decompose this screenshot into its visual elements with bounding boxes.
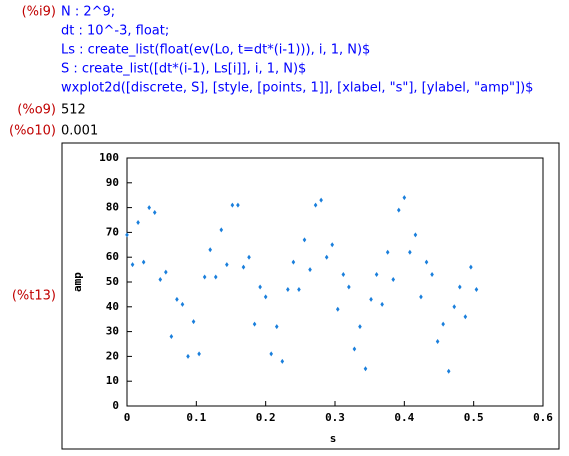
point [141,259,146,265]
point [147,205,151,211]
code-line: wxplot2d([discrete, S], [style, [points,… [61,81,533,96]
point [202,274,207,280]
point [280,358,285,364]
x-tick-label: 0.5 [464,411,484,424]
point [402,195,407,201]
y-tick-label: 0 [112,399,119,412]
point [186,353,190,359]
point [458,284,462,290]
point [191,319,196,325]
point [252,321,257,327]
y-tick-label: 60 [106,250,119,263]
output: 0.001 [61,124,98,139]
x-tick-label: 0.6 [533,411,553,424]
point [274,324,279,330]
point [441,321,445,327]
y-tick-label: 80 [106,201,119,214]
point [335,306,340,312]
point [408,249,412,255]
y-tick-label: 10 [106,374,119,387]
point [169,334,174,340]
point [430,272,434,278]
point [175,296,179,302]
y-tick-label: 100 [99,151,119,164]
point [164,269,168,275]
point [247,254,251,260]
point [180,301,185,307]
point [469,264,473,270]
point [380,301,384,307]
point [341,272,346,278]
point [297,286,301,292]
x-tick-label: 0.4 [394,411,414,424]
point [197,351,201,357]
y-tick-label: 70 [106,225,119,238]
code-line: S : create_list([dt*(i-1), Ls[i]], i, 1,… [61,62,306,77]
x-axis-label: s [330,432,337,445]
point [208,247,212,253]
point [213,274,218,280]
point [136,219,140,225]
point [324,254,329,260]
point [291,259,296,265]
point [369,296,373,302]
point [308,267,312,273]
point [158,277,163,283]
y-tick-label: 30 [106,325,119,338]
point [435,339,440,345]
x-tick-label: 0.1 [186,411,206,424]
input-label: (%i9) [22,5,56,20]
y-tick-label: 50 [106,275,119,288]
point [236,202,240,208]
point [269,351,274,357]
point [330,242,335,248]
point [241,264,246,270]
plot-frame [61,142,560,450]
y-tick-label: 20 [106,349,119,362]
y-axis-label: amp [71,272,84,292]
point [463,314,468,320]
point [413,232,418,238]
point [319,197,323,203]
point [358,324,362,330]
code-line: N : 2^9; [61,5,115,20]
point [419,294,423,300]
point [352,346,357,352]
point [452,304,457,310]
point [230,202,235,208]
point [446,368,451,374]
point [258,284,262,290]
point [130,262,135,268]
point [391,277,396,283]
point [374,272,379,278]
point [286,286,290,292]
point [302,237,307,243]
x-tick-label: 0.2 [256,411,276,424]
y-tick-label: 90 [106,176,119,189]
point [347,284,351,290]
point [385,249,390,255]
point [424,259,429,265]
plot-label: (%t13) [12,289,56,304]
point [152,210,157,216]
point [219,227,224,233]
point [225,262,229,268]
point [125,232,129,238]
code-line: Ls : create_list(float(ev(Lo, t=dt*(i-1)… [61,43,370,58]
x-tick-label: 0 [124,411,131,424]
point [396,207,401,213]
output-label: (%o10) [9,124,56,139]
x-tick-label: 0.3 [325,411,345,424]
point [474,286,479,292]
output: 512 [61,103,86,118]
point [363,366,368,372]
output-label: (%o9) [17,103,56,118]
code-line: dt : 10^-3, float; [61,24,169,39]
point [263,294,268,300]
y-tick-label: 40 [106,300,119,313]
point [313,202,318,208]
